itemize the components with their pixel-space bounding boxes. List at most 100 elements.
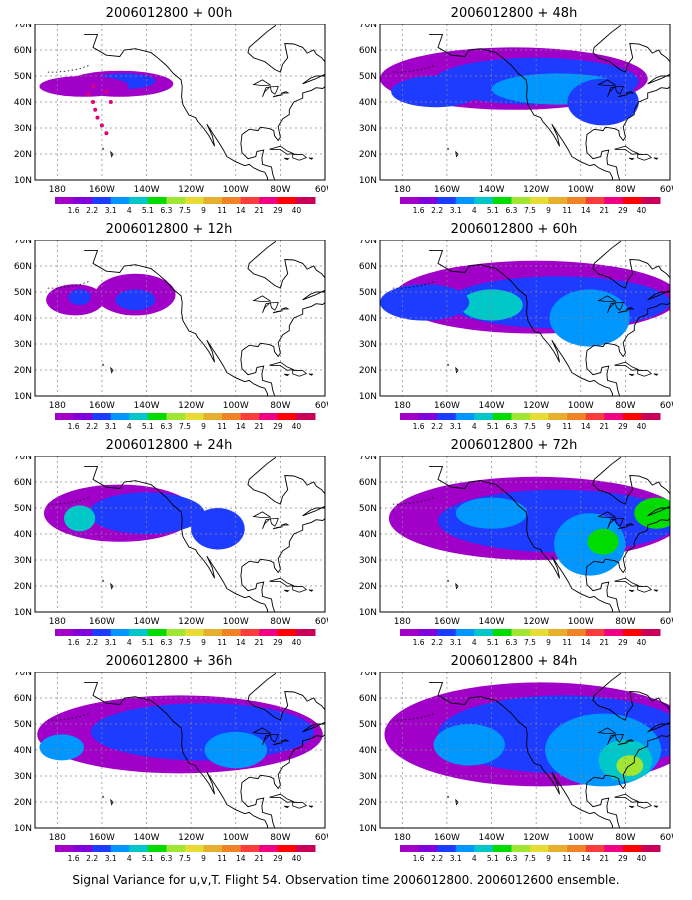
colorbar-swatch xyxy=(585,845,605,852)
panel-title: 2006012800 + 72h xyxy=(450,438,578,453)
colorbar-label: 1.6 xyxy=(413,854,425,863)
colorbar-swatch xyxy=(73,413,93,420)
variance-contour xyxy=(567,78,639,126)
colorbar-swatch xyxy=(222,197,242,204)
lat-tick-label: 30N xyxy=(14,772,32,782)
colorbar-label: 5.1 xyxy=(142,638,154,647)
colorbar-label: 2.2 xyxy=(431,854,443,863)
colorbar-swatch xyxy=(55,197,75,204)
colorbar-label: 6.3 xyxy=(160,854,172,863)
colorbar-label: 29 xyxy=(618,422,628,431)
lat-tick-label: 10N xyxy=(14,176,32,186)
lon-tick-label: 60W xyxy=(315,617,328,627)
colorbar-label: 9 xyxy=(546,854,551,863)
colorbar-swatch xyxy=(400,197,420,204)
colorbar-swatch xyxy=(129,197,149,204)
colorbar-swatch xyxy=(455,845,475,852)
coastline xyxy=(429,249,670,396)
lon-tick-label: 100W xyxy=(568,185,594,195)
colorbar-label: 6.3 xyxy=(505,638,517,647)
colorbar-swatch xyxy=(259,197,279,204)
colorbar-label: 4 xyxy=(472,638,477,647)
colorbar-label: 4 xyxy=(127,638,132,647)
colorbar-label: 14 xyxy=(581,206,591,215)
colorbar-label: 3.1 xyxy=(450,638,462,647)
colorbar-swatch xyxy=(73,197,93,204)
colorbar-label: 1.6 xyxy=(68,854,80,863)
lon-tick-label: 100W xyxy=(568,617,594,627)
colorbar-swatch xyxy=(240,413,260,420)
colorbar-swatch xyxy=(492,197,512,204)
lat-tick-label: 50N xyxy=(359,288,377,298)
colorbar-swatch xyxy=(585,413,605,420)
variance-map: 70N 60N 50N 40N 30N 20N 10N 180 160W 140W 120W 100W… xyxy=(14,672,328,863)
lat-tick-label: 40N xyxy=(359,98,377,108)
colorbar-label: 11 xyxy=(217,206,227,215)
colorbar-swatch xyxy=(166,629,186,636)
variance-map: 70N 60N 50N 40N 30N 20N 10N 180 160W 140W 120W 100W… xyxy=(359,24,673,215)
colorbar-swatch xyxy=(110,845,130,852)
lat-tick-label: 30N xyxy=(359,556,377,566)
lon-tick-label: 160W xyxy=(89,185,115,195)
colorbar-label: 40 xyxy=(637,422,647,431)
colorbar-swatch xyxy=(203,197,223,204)
colorbar-swatch xyxy=(240,629,260,636)
colorbar-label: 7.5 xyxy=(524,854,536,863)
lat-tick-label: 60N xyxy=(359,46,377,56)
lat-tick-label: 70N xyxy=(359,24,377,30)
colorbar-label: 5.1 xyxy=(487,638,499,647)
colorbar-swatch xyxy=(622,413,642,420)
colorbar-label: 9 xyxy=(546,206,551,215)
panel-title: 2006012800 + 36h xyxy=(105,654,233,669)
lat-tick-label: 60N xyxy=(359,694,377,704)
lon-tick-label: 180 xyxy=(49,833,66,843)
colorbar-label: 21 xyxy=(255,422,265,431)
colorbar-label: 5.1 xyxy=(487,422,499,431)
colorbar-swatch xyxy=(92,629,112,636)
variance-map: 70N 60N 50N 40N 30N 20N 10N 180 160W 140W 120W 100W… xyxy=(14,240,328,431)
colorbar-swatch xyxy=(548,845,568,852)
colorbar-swatch xyxy=(455,629,475,636)
lon-tick-label: 160W xyxy=(434,401,460,411)
lon-tick-label: 160W xyxy=(89,617,115,627)
coastline xyxy=(84,33,325,180)
colorbar-label: 3.1 xyxy=(450,854,462,863)
colorbar-label: 9 xyxy=(546,638,551,647)
panel-title: 2006012800 + 12h xyxy=(105,222,233,237)
colorbar-swatch xyxy=(147,629,167,636)
colorbar-label: 21 xyxy=(255,854,265,863)
lat-tick-label: 60N xyxy=(14,694,32,704)
lon-tick-label: 120W xyxy=(523,401,549,411)
lon-tick-label: 160W xyxy=(434,617,460,627)
colorbar-swatch xyxy=(166,413,186,420)
colorbar-swatch xyxy=(259,629,279,636)
colorbar-label: 1.6 xyxy=(68,422,80,431)
colorbar-label: 11 xyxy=(217,422,227,431)
colorbar-swatch xyxy=(73,845,93,852)
colorbar-label: 40 xyxy=(292,638,302,647)
colorbar-swatch xyxy=(92,197,112,204)
colorbar-swatch xyxy=(418,845,438,852)
panel-title: 2006012800 + 60h xyxy=(450,222,578,237)
lon-tick-label: 60W xyxy=(660,401,673,411)
colorbar-swatch xyxy=(222,629,242,636)
lon-tick-label: 60W xyxy=(660,617,673,627)
colorbar-swatch xyxy=(604,845,624,852)
colorbar-swatch xyxy=(548,629,568,636)
colorbar-swatch xyxy=(185,197,205,204)
colorbar-label: 7.5 xyxy=(524,422,536,431)
lon-tick-label: 100W xyxy=(568,833,594,843)
lon-tick-label: 140W xyxy=(478,185,504,195)
colorbar-label: 2.2 xyxy=(431,638,443,647)
colorbar-swatch xyxy=(622,197,642,204)
colorbar-label: 21 xyxy=(600,854,610,863)
colorbar-label: 5.1 xyxy=(142,206,154,215)
colorbar-label: 11 xyxy=(562,422,572,431)
colorbar-label: 4 xyxy=(472,422,477,431)
colorbar-swatch xyxy=(129,845,149,852)
colorbar-label: 3.1 xyxy=(450,206,462,215)
colorbar-swatch xyxy=(418,197,438,204)
lat-tick-label: 60N xyxy=(359,262,377,272)
lon-tick-label: 180 xyxy=(394,185,411,195)
lon-tick-label: 140W xyxy=(133,617,159,627)
